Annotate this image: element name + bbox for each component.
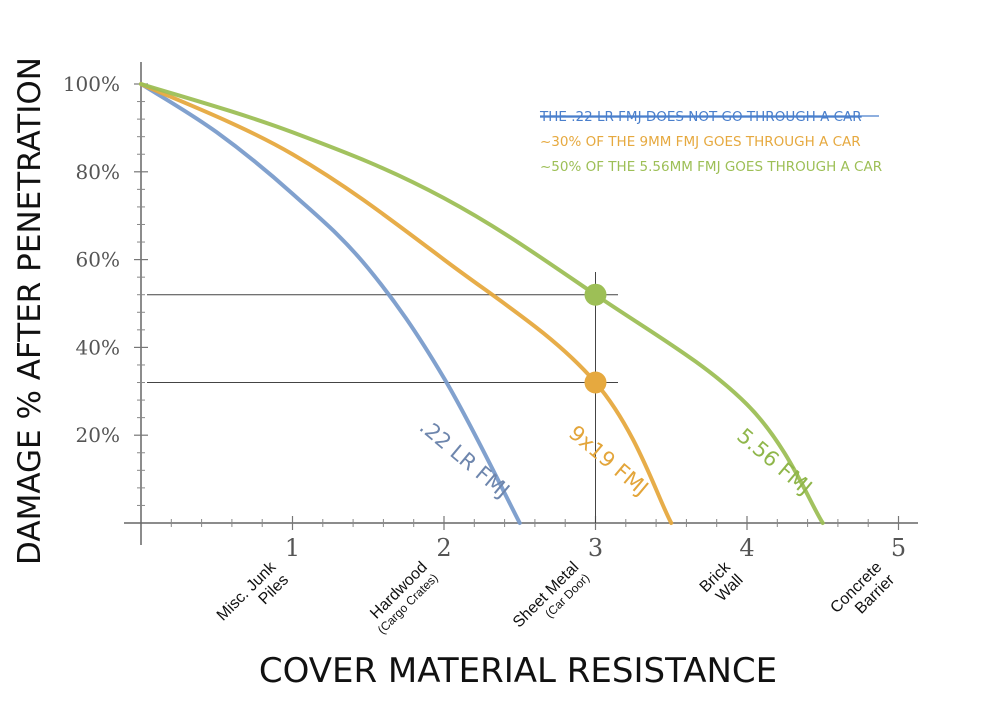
x-tick-label: 2: [436, 534, 451, 562]
legend-entry: THE .22 LR FMJ DOES NOT GO THROUGH A CAR: [539, 109, 862, 125]
x-tick-label: 1: [285, 534, 300, 562]
data-point-marker: [584, 371, 607, 394]
legend-entry: ~50% OF THE 5.56MM FMJ GOES THROUGH A CA…: [540, 159, 882, 175]
series-line-1: [139, 82, 522, 525]
category-label-group: Sheet Metal(Car Door): [510, 559, 592, 631]
x-tick-label: 3: [588, 534, 603, 562]
y-tick-label: 40%: [76, 335, 120, 359]
x-tick-label: 4: [739, 534, 754, 562]
series-label: 9x19 FMJ: [564, 421, 653, 501]
y-tick-label: 80%: [76, 160, 120, 184]
series-line-2: [139, 82, 674, 525]
category-label-group: Hardwood(Cargo Crates): [367, 559, 440, 637]
series-label: .22 LR FMJ: [415, 414, 514, 503]
data-point-marker: [584, 283, 607, 306]
x-axis-title: COVER MATERIAL RESISTANCE: [259, 651, 777, 691]
y-tick-label: 60%: [76, 248, 120, 272]
y-tick-label: 20%: [76, 423, 120, 447]
series-line-3: [139, 82, 825, 525]
legend-entry: ~30% OF THE 9MM FMJ GOES THROUGH A CAR: [540, 134, 861, 150]
y-tick-label: 100%: [63, 72, 120, 96]
y-axis-title: DAMAGE % AFTER PENETRATION: [12, 57, 48, 565]
x-tick-label: 5: [891, 534, 906, 562]
